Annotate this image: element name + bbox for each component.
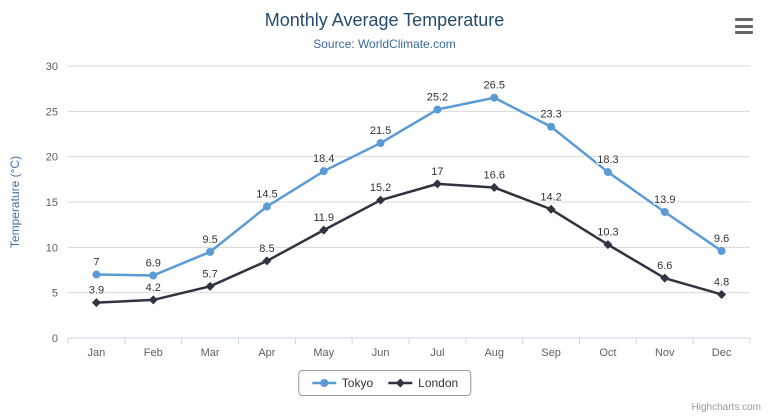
legend-symbol-circle-icon <box>311 379 336 387</box>
x-axis-tick-label: Sep <box>541 347 561 359</box>
data-label-tokyo-sep: 23.3 <box>540 109 561 121</box>
data-point-tokyo-apr[interactable] <box>262 202 271 211</box>
data-point-london-apr[interactable] <box>262 256 272 266</box>
hamburger-menu-icon[interactable] <box>731 15 757 37</box>
data-point-tokyo-jan[interactable] <box>92 270 101 279</box>
data-label-london-apr: 8.5 <box>259 243 274 255</box>
data-label-tokyo-mar: 9.5 <box>202 234 217 246</box>
x-axis-tick-label: Feb <box>144 347 163 359</box>
x-axis-tick-label: Dec <box>712 347 732 359</box>
data-label-london-nov: 6.6 <box>657 260 672 272</box>
legend-marker-london[interactable] <box>395 378 405 388</box>
data-point-tokyo-oct[interactable] <box>603 168 612 177</box>
data-label-tokyo-jun: 21.5 <box>370 125 391 137</box>
y-axis-title: Temperature (°C) <box>8 155 22 249</box>
hamburger-bar <box>735 24 753 28</box>
x-axis-tick-label: May <box>313 347 334 359</box>
y-axis-tick-label: 15 <box>46 197 58 209</box>
legend-label: Tokyo <box>341 376 374 390</box>
legend-item-tokyo[interactable]: Tokyo <box>311 376 373 390</box>
data-point-tokyo-jul[interactable] <box>433 105 442 114</box>
data-point-london-may[interactable] <box>319 225 329 235</box>
data-label-london-dec: 4.8 <box>714 276 729 288</box>
x-axis-tick-label: Jul <box>430 347 444 359</box>
y-axis-tick-label: 10 <box>46 242 58 254</box>
data-label-tokyo-aug: 26.5 <box>484 80 505 92</box>
chart-subtitle: Source: WorldClimate.com <box>313 37 456 51</box>
data-label-london-feb: 4.2 <box>146 282 161 294</box>
x-axis-tick-label: Aug <box>484 347 504 359</box>
hamburger-bar <box>735 31 753 34</box>
data-label-london-mar: 5.7 <box>202 268 217 280</box>
hamburger-bar <box>735 18 753 21</box>
data-point-london-jan[interactable] <box>91 298 101 308</box>
data-point-tokyo-dec[interactable] <box>717 246 726 255</box>
y-axis-tick-label: 30 <box>46 61 58 73</box>
data-label-tokyo-nov: 13.9 <box>654 194 675 206</box>
x-axis-tick-label: Jun <box>372 347 390 359</box>
x-axis-tick-label: Apr <box>258 347 275 359</box>
data-label-london-aug: 16.6 <box>484 169 505 181</box>
series-line-london[interactable] <box>95 182 723 304</box>
legend-symbol-diamond-icon <box>388 378 413 388</box>
data-point-tokyo-aug[interactable] <box>490 93 499 102</box>
data-point-london-dec[interactable] <box>717 289 727 299</box>
y-axis-tick-label: 20 <box>46 152 58 164</box>
data-label-tokyo-feb: 6.9 <box>146 257 161 269</box>
y-axis-tick-label: 25 <box>46 106 58 118</box>
x-axis-tick-label: Oct <box>599 347 616 359</box>
x-axis-tick-label: Jan <box>88 347 106 359</box>
data-point-london-jun[interactable] <box>376 195 386 205</box>
data-label-london-jun: 15.2 <box>370 182 391 194</box>
legend-label: London <box>418 376 459 390</box>
x-axis-tick-label: Mar <box>201 347 220 359</box>
data-point-tokyo-sep[interactable] <box>547 122 556 131</box>
data-label-london-jan: 3.9 <box>89 285 104 297</box>
chart-title: Monthly Average Temperature <box>264 10 505 30</box>
data-label-london-sep: 14.2 <box>540 191 561 203</box>
data-label-tokyo-apr: 14.5 <box>256 189 277 201</box>
data-point-tokyo-nov[interactable] <box>660 207 669 216</box>
data-point-tokyo-jun[interactable] <box>376 139 385 148</box>
data-point-tokyo-feb[interactable] <box>149 271 158 280</box>
series-line-tokyo[interactable] <box>95 96 723 277</box>
data-point-london-feb[interactable] <box>148 295 158 305</box>
data-label-tokyo-may: 18.4 <box>313 153 334 165</box>
data-label-london-jul: 17 <box>431 166 443 178</box>
legend-marker-tokyo[interactable] <box>319 379 328 387</box>
data-point-london-jul[interactable] <box>432 179 442 189</box>
data-point-london-mar[interactable] <box>205 281 215 291</box>
data-point-london-oct[interactable] <box>603 240 613 250</box>
data-point-london-sep[interactable] <box>546 204 556 214</box>
y-axis-tick-label: 0 <box>52 333 58 345</box>
data-label-london-may: 11.9 <box>313 212 334 224</box>
data-label-tokyo-oct: 18.3 <box>597 154 618 166</box>
credits-link[interactable]: Highcharts.com <box>691 402 761 413</box>
x-axis-tick-label: Nov <box>655 347 675 359</box>
data-point-london-nov[interactable] <box>660 273 670 283</box>
legend-item-london[interactable]: London <box>387 376 458 390</box>
data-point-london-aug[interactable] <box>489 182 499 192</box>
data-label-london-oct: 10.3 <box>597 227 618 239</box>
data-label-tokyo-jan: 7 <box>93 257 99 269</box>
y-axis-tick-label: 5 <box>52 288 58 300</box>
data-point-tokyo-may[interactable] <box>319 167 328 176</box>
data-label-tokyo-jul: 25.2 <box>427 92 448 104</box>
data-point-tokyo-mar[interactable] <box>206 247 215 256</box>
data-label-tokyo-dec: 9.6 <box>714 233 729 245</box>
legend: Tokyo London <box>297 370 472 396</box>
